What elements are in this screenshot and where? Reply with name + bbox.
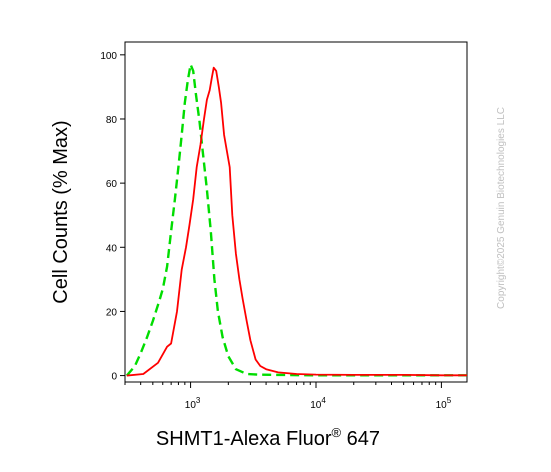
copyright-watermark: Copyright©2025 Genuin Biotechnologies LL… xyxy=(496,107,507,309)
y-tick-label-100: 100 xyxy=(100,51,117,62)
y-tick-label-60: 60 xyxy=(106,179,118,190)
x-axis-title-suffix: 647 xyxy=(341,428,380,450)
x-axis-title: SHMT1-Alexa Fluor® 647 xyxy=(156,425,380,450)
x-tick-label-base: 10 xyxy=(185,400,197,411)
dashed-series-line xyxy=(125,63,467,377)
y-tick-label-0: 0 xyxy=(111,372,117,383)
x-tick-label-base: 10 xyxy=(310,400,322,411)
y-tick-label-80: 80 xyxy=(106,115,118,126)
x-tick-label-1000: 103 xyxy=(185,396,201,411)
series-layer xyxy=(125,63,467,377)
y-tick-label-20: 20 xyxy=(106,307,118,318)
x-tick-label-exponent: 5 xyxy=(447,396,452,405)
x-tick-label-exponent: 3 xyxy=(196,396,201,405)
solid-series-line xyxy=(126,66,467,377)
plot-frame xyxy=(124,41,468,383)
x-tick-label-10000: 104 xyxy=(310,396,326,411)
x-tick-label-exponent: 4 xyxy=(321,396,326,405)
x-tick-label-base: 10 xyxy=(436,400,448,411)
x-tick-label-100000: 105 xyxy=(436,396,452,411)
x-axis-title-superscript: ® xyxy=(332,425,342,440)
y-tick-label-40: 40 xyxy=(106,243,118,254)
y-axis-title: Cell Counts (% Max) xyxy=(50,120,72,303)
